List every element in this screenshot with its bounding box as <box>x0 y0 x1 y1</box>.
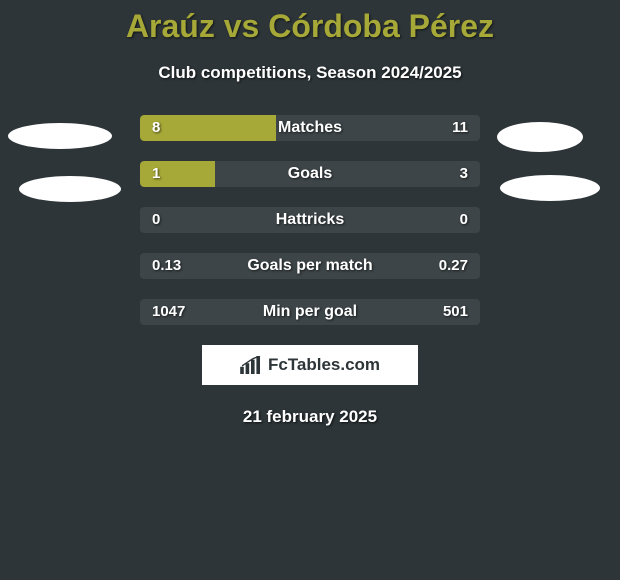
metric-label: Goals <box>140 161 480 187</box>
value-right: 0 <box>460 207 468 233</box>
player-ellipse-1 <box>497 122 583 152</box>
comparison-widget: Araúz vs Córdoba Pérez Club competitions… <box>0 0 620 427</box>
value-right: 11 <box>452 115 468 141</box>
page-title: Araúz vs Córdoba Pérez <box>0 8 620 45</box>
value-right: 0.27 <box>439 253 468 279</box>
brand-label: FcTables.com <box>268 355 380 375</box>
metric-label: Matches <box>140 115 480 141</box>
stat-row: Min per goal1047 501 <box>0 299 620 325</box>
date-label: 21 february 2025 <box>0 407 620 427</box>
stat-row: Hattricks0 0 <box>0 207 620 233</box>
value-left: 0.13 <box>152 253 181 279</box>
player-ellipse-3 <box>500 175 600 201</box>
metric-label: Hattricks <box>140 207 480 233</box>
player-ellipse-0 <box>8 123 112 149</box>
page-subtitle: Club competitions, Season 2024/2025 <box>0 63 620 83</box>
value-right: 3 <box>460 161 468 187</box>
metric-label: Goals per match <box>140 253 480 279</box>
brand-box[interactable]: FcTables.com <box>202 345 418 385</box>
chart-icon <box>240 356 262 374</box>
stat-row: Goals per match0.13 0.27 <box>0 253 620 279</box>
value-left: 8 <box>152 115 160 141</box>
value-left: 1 <box>152 161 160 187</box>
value-right: 501 <box>443 299 468 325</box>
value-left: 1047 <box>152 299 185 325</box>
player-ellipse-2 <box>19 176 121 202</box>
value-left: 0 <box>152 207 160 233</box>
metric-label: Min per goal <box>140 299 480 325</box>
